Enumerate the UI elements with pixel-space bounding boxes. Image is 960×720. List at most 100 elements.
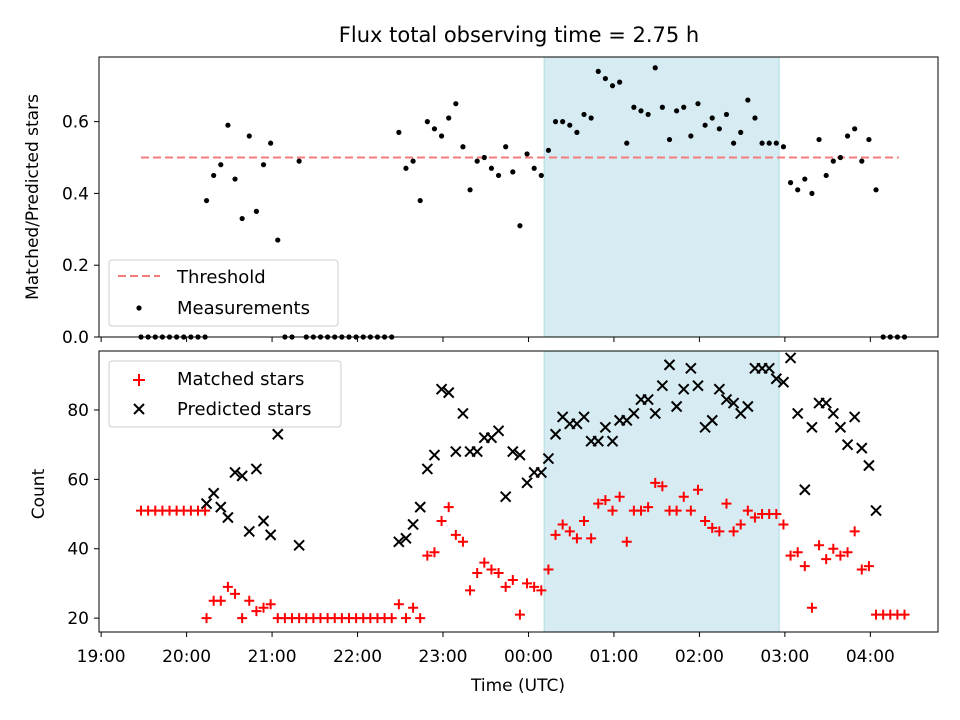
predicted-stars-point (777, 376, 790, 388)
predicted-stars-point (542, 452, 555, 465)
measurement-point (403, 165, 409, 171)
x-tick-label: 20:00 (162, 647, 211, 667)
predicted-stars-point (713, 383, 726, 395)
legend-matched-label: Matched stars (177, 369, 304, 390)
matched-stars-point (201, 613, 212, 624)
top-highlight-span (543, 56, 780, 338)
x-tick-label: 23:00 (419, 647, 468, 667)
measurement-point (268, 140, 274, 146)
measurement-point (225, 122, 231, 128)
top-y-tick-label: 0.6 (62, 113, 89, 133)
matched-stars-point (436, 515, 447, 526)
matched-stars-point (258, 602, 269, 613)
predicted-stars-point (207, 487, 220, 499)
matched-stars-point (500, 581, 511, 592)
predicted-stars-point (492, 425, 505, 437)
measurement-point (631, 104, 637, 110)
measurement-point (802, 176, 808, 182)
top-legend: Threshold Measurements (108, 259, 339, 327)
measurement-point (837, 154, 844, 161)
measurement-point (467, 187, 473, 193)
measurement-point (738, 129, 744, 135)
matched-stars-point (856, 564, 867, 575)
predicted-stars-point (222, 511, 234, 524)
predicted-stars-point (229, 466, 241, 479)
bottom-y-tick-label: 60 (67, 470, 89, 490)
predicted-stars-point (606, 435, 619, 447)
predicted-stars-point (257, 515, 270, 527)
predicted-stars-point (820, 397, 832, 409)
measurement-point (446, 115, 452, 121)
matched-stars-point (671, 505, 682, 516)
x-axis-label: Time (UTC) (470, 676, 565, 696)
matched-stars-point (600, 495, 611, 506)
x-tick-label: 03:00 (760, 647, 809, 667)
predicted-stars-point (457, 407, 469, 420)
predicted-stars-point (706, 414, 718, 427)
matched-stars-point (486, 564, 497, 575)
bottom-x-ticks: 19:00 20:00 21:00 22:00 23:00 00:00 01:00 02:00… (77, 632, 895, 667)
predicted-stars-point (692, 379, 704, 392)
x-tick-label: 19:00 (77, 647, 126, 667)
matched-stars-point (529, 581, 540, 592)
measurement-point (524, 151, 530, 157)
measurement-point (481, 154, 487, 161)
measurement-point (745, 97, 751, 103)
predicted-stars-point (236, 470, 248, 482)
matched-stars-point (707, 522, 718, 533)
measurement-point (787, 180, 794, 186)
matched-stars-point (685, 505, 696, 516)
measurement-point (595, 68, 601, 74)
matched-stars-point (465, 585, 476, 596)
matched-stars-point (636, 505, 647, 516)
matched-stars-point (814, 540, 825, 551)
measurement-point (695, 101, 701, 107)
predicted-stars-point (400, 532, 412, 545)
matched-stars-point (863, 561, 874, 572)
predicted-stars-point (507, 445, 519, 458)
measurement-point (709, 115, 715, 121)
top-y-ticks: 0.0 0.2 0.4 0.6 (62, 113, 99, 348)
predicted-stars-point (499, 490, 512, 503)
matched-stars-point (614, 491, 625, 502)
matched-stars-point (835, 550, 846, 561)
matched-stars-point (230, 588, 241, 599)
predicted-stars-point (834, 421, 847, 434)
matched-stars-point (828, 543, 839, 554)
matched-stars-point (799, 561, 810, 572)
matched-stars-point (557, 519, 568, 530)
bottom-plot-frame (98, 350, 939, 633)
bottom-legend-box (108, 360, 342, 428)
matched-stars-point (386, 613, 397, 624)
measurement-point (780, 144, 787, 150)
measurement-point (809, 190, 815, 197)
measurement-point (581, 111, 587, 118)
predicted-stars-point (678, 383, 690, 395)
bottom-y-tick-label: 20 (67, 609, 89, 629)
predicted-stars-point (870, 504, 882, 517)
measurement-point (211, 172, 217, 179)
measurement-point (510, 169, 516, 175)
measurement-point (609, 83, 616, 89)
top-y-axis-label: Matched/Predicted stars (23, 94, 43, 300)
predicted-stars-point (514, 449, 526, 461)
bottom-y-tick-label: 80 (67, 401, 89, 421)
bottom-highlight-span (543, 350, 780, 633)
measurement-point (681, 104, 687, 110)
matched-stars-point (721, 498, 732, 509)
predicted-stars-point (428, 449, 441, 461)
matched-stars-point (742, 505, 753, 516)
matched-stars-point (586, 533, 597, 544)
predicted-stars-point (264, 529, 277, 541)
measurement-point (666, 136, 673, 143)
predicted-stars-point (200, 497, 213, 510)
predicted-stars-point (407, 518, 419, 531)
matched-stars-point (200, 505, 211, 516)
measurement-point (588, 115, 594, 121)
matched-stars-point (771, 509, 782, 520)
predicted-stars-point (592, 435, 604, 447)
predicted-stars-point (450, 445, 462, 458)
measurement-point (296, 158, 302, 164)
predicted-stars-point (549, 428, 562, 440)
